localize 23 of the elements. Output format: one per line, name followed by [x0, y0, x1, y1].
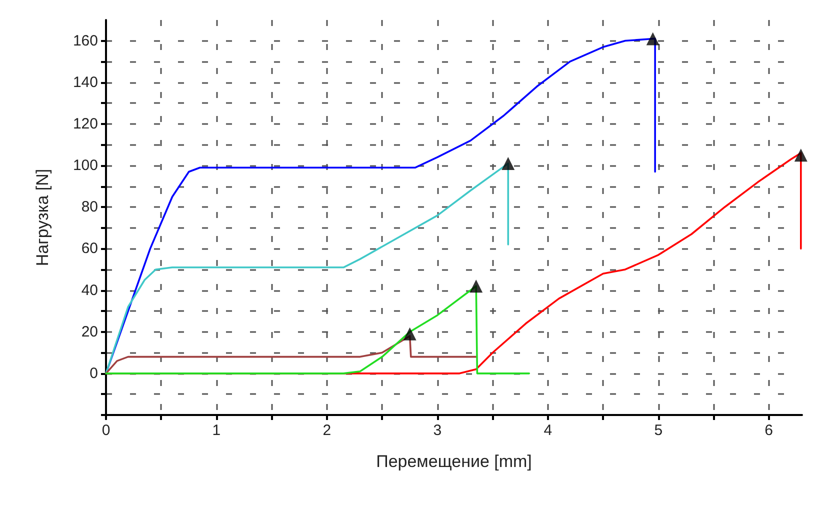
- y-tick-label: 60: [81, 240, 98, 258]
- point: [646, 32, 660, 46]
- y-tick-label: 100: [72, 157, 98, 174]
- y-axis-title: Нагрузка [N]: [33, 168, 52, 266]
- x-tick-label: 6: [764, 422, 774, 439]
- y-tick-label: 120: [72, 115, 98, 132]
- x-tick-label: 4: [544, 422, 552, 439]
- y-tick-label: 140: [72, 74, 98, 91]
- x-tick-label: 3: [433, 422, 442, 439]
- x-tick-label: 5: [654, 422, 663, 439]
- point: [794, 148, 808, 162]
- y-tick-label: 80: [81, 198, 98, 216]
- point: [502, 156, 515, 170]
- y-tick-label: 40: [81, 282, 98, 299]
- y-tick-label: 20: [81, 323, 98, 340]
- x-tick-label: 2: [322, 422, 332, 439]
- y-tick-label: 160: [72, 32, 98, 50]
- x-axis-title: Перемещение [mm]: [376, 452, 532, 471]
- x-tick-label: 0: [102, 422, 110, 439]
- point: [470, 280, 483, 293]
- point: [403, 327, 416, 340]
- y-tick-label: 0: [90, 364, 98, 382]
- x-tick-label: 1: [212, 422, 221, 439]
